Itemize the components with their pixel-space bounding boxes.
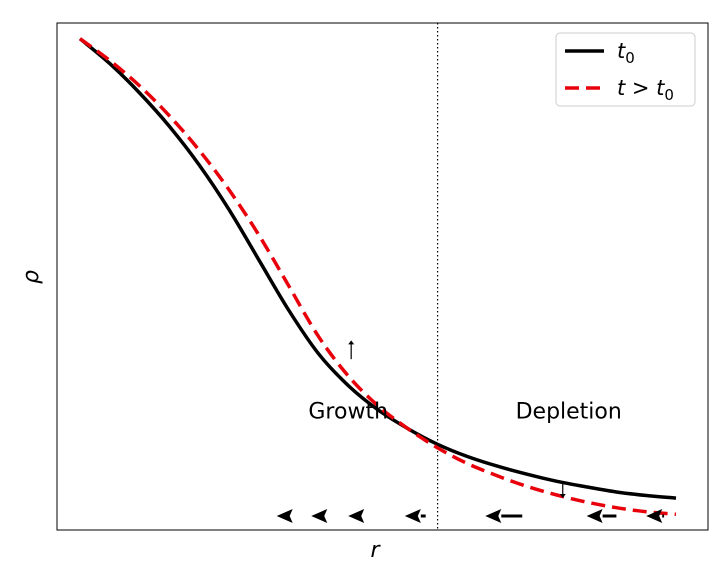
flow-arrow-head xyxy=(276,509,293,523)
region-label-depletion: Depletion xyxy=(516,399,622,424)
curve-t-later xyxy=(78,37,677,517)
legend-entry-t0: t0 xyxy=(617,39,635,67)
flow-arrow-head xyxy=(485,509,502,523)
flow-arrows xyxy=(276,509,665,523)
change-arrows xyxy=(348,340,566,499)
legend: t0 t > t0 xyxy=(555,32,696,107)
flow-arrow-head xyxy=(586,509,603,523)
plot-frame xyxy=(56,22,709,531)
flow-arrow-head xyxy=(348,509,365,523)
flow-arrow-head xyxy=(404,509,421,523)
x-axis-label: r xyxy=(370,538,381,563)
legend-entry-t-later: t > t0 xyxy=(617,76,674,104)
change-arrow-head-down xyxy=(559,494,566,499)
flow-arrow-head xyxy=(646,509,663,523)
region-label-growth: Growth xyxy=(308,399,388,424)
change-arrow-head-up xyxy=(348,340,355,345)
flow-arrow-head xyxy=(311,509,328,523)
y-axis-label: ρ xyxy=(19,270,44,284)
curve-t0 xyxy=(78,37,677,500)
